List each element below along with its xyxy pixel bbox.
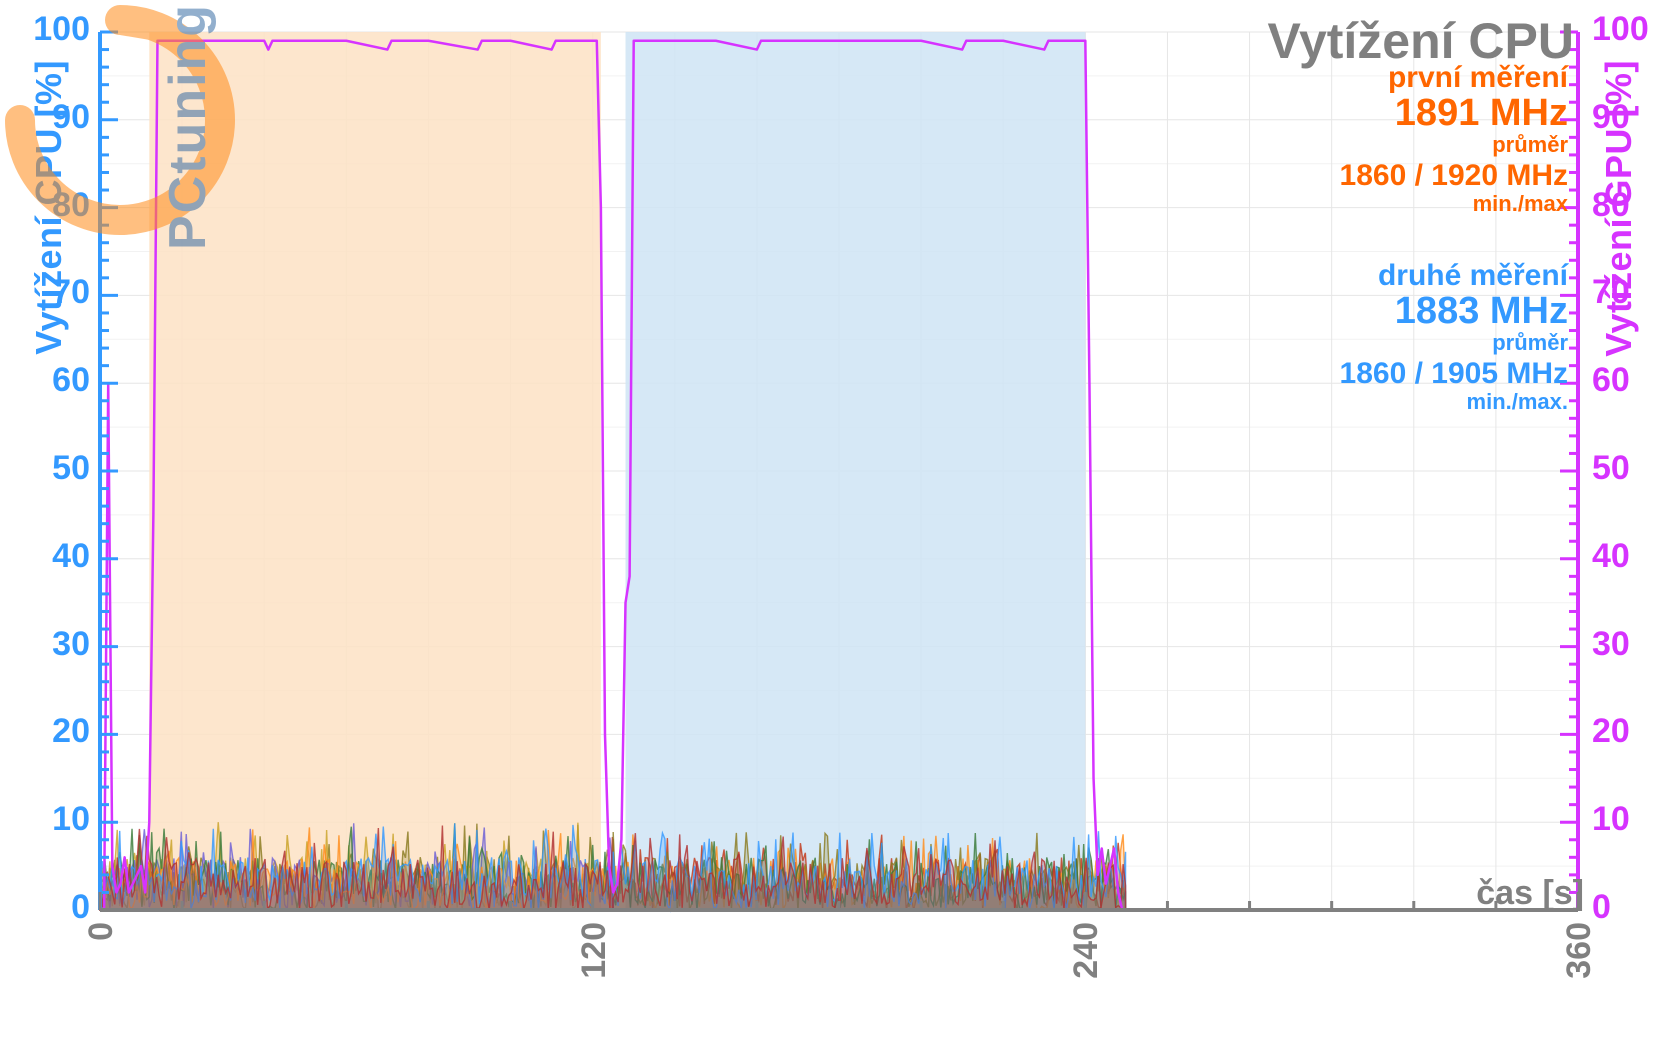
run1-range-label: min./max	[1340, 192, 1568, 215]
run2-range-label: min./max.	[1340, 390, 1568, 413]
watermark-logo: PCtuning	[0, 0, 240, 260]
y-axis-right-label: Vytížení GPU [%]	[1598, 60, 1640, 357]
ytick-right-50: 50	[1592, 449, 1630, 488]
ytick-right-10: 10	[1592, 800, 1630, 839]
ytick-left-20: 20	[30, 712, 90, 751]
ytick-left-10: 10	[30, 800, 90, 839]
run1-avg-label: průměr	[1340, 133, 1568, 156]
x-axis-label: čas [s]	[1476, 874, 1584, 913]
run2-avg: 1883 MHz	[1340, 292, 1568, 332]
ytick-right-30: 30	[1592, 625, 1630, 664]
ytick-left-60: 60	[30, 361, 90, 400]
chart-container: 0102030405060708090100010203040506070809…	[0, 0, 1654, 1043]
run1-avg: 1891 MHz	[1340, 94, 1568, 134]
ytick-left-50: 50	[30, 449, 90, 488]
xtick-0: 0	[82, 922, 121, 941]
xtick-360: 360	[1560, 922, 1599, 979]
ytick-left-0: 0	[30, 888, 90, 927]
ytick-right-100: 100	[1592, 10, 1649, 49]
info-run2: druhé měření1883 MHzprůměr 1860 / 1905 MH…	[1340, 260, 1568, 413]
xtick-240: 240	[1067, 922, 1106, 979]
run2-avg-label: průměr	[1340, 331, 1568, 354]
ytick-left-30: 30	[30, 625, 90, 664]
run2-range: 1860 / 1905 MHz	[1340, 358, 1568, 390]
ytick-right-40: 40	[1592, 537, 1630, 576]
run2-header: druhé měření	[1340, 260, 1568, 292]
svg-text:PCtuning: PCtuning	[159, 3, 217, 250]
ytick-right-20: 20	[1592, 712, 1630, 751]
ytick-left-40: 40	[30, 537, 90, 576]
run1-range: 1860 / 1920 MHz	[1340, 160, 1568, 192]
xtick-120: 120	[575, 922, 614, 979]
run1-header: první měření	[1340, 62, 1568, 94]
ytick-right-60: 60	[1592, 361, 1630, 400]
info-run1: první měření1891 MHzprůměr 1860 / 1920 MH…	[1340, 62, 1568, 215]
